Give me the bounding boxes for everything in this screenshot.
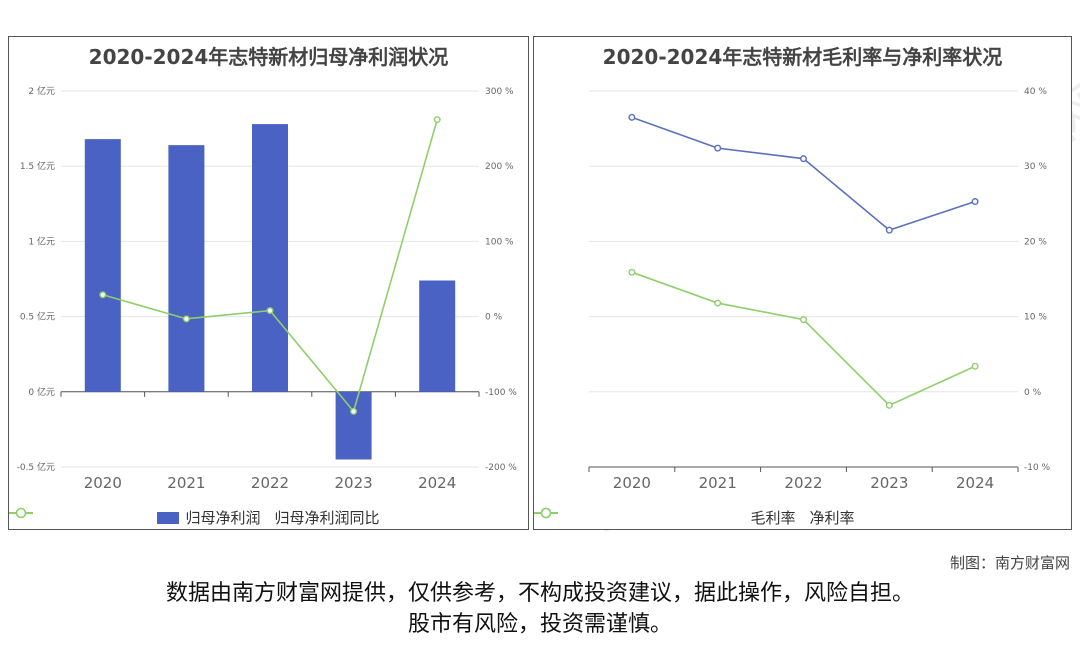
point-net-margin [800, 316, 808, 324]
y-left-tick-label: 0 亿元 [28, 386, 55, 398]
line-gross-margin [631, 116, 976, 232]
disclaimer-line: 股市有风险，投资需谨慎。 [407, 612, 672, 637]
margin-chart: -10 % 0 % 10 % 20 % 30 % 40 % 2020 2021 2022 2023… [588, 87, 1051, 492]
legend-label: 归母净利润 [185, 509, 261, 527]
x-tick-label: 2021 [699, 474, 737, 492]
y-tick-label: 20 % [1024, 237, 1047, 247]
y-left-tick-label: 2 亿元 [28, 85, 55, 97]
point-net-profit-yoy [266, 307, 274, 315]
line-marker-icon [9, 507, 33, 519]
net-profit-chart: -0.5 亿元 0 亿元 0.5 亿元 1 亿元 1.5 亿元 2 亿元 -200 % -10… [17, 85, 518, 492]
legend-label: 净利率 [809, 509, 855, 527]
chart-credit: 制图：南方财富网 [949, 554, 1070, 572]
point-net-margin [971, 362, 979, 370]
x-tick-label: 2020 [613, 474, 651, 492]
point-gross-margin [628, 113, 636, 121]
line-marker-icon [534, 507, 558, 519]
y-tick-label: 30 % [1024, 162, 1047, 172]
y-right-tick-label: 0 % [485, 313, 503, 323]
legend-label: 毛利率 [750, 509, 796, 527]
legend-item-net-margin[interactable]: 净利率 [534, 507, 855, 528]
x-tick-label: 2024 [956, 474, 994, 492]
x-tick-label: 2020 [84, 474, 122, 492]
point-gross-margin [800, 155, 808, 163]
point-net-profit-yoy [350, 407, 358, 415]
legend-item-net-profit[interactable]: 归母净利润 [157, 507, 261, 528]
line-net-margin [631, 271, 976, 407]
legend-item-gross-margin[interactable]: 毛利率 [534, 507, 796, 528]
x-tick-label: 2023 [870, 474, 908, 492]
point-net-profit-yoy [433, 116, 441, 124]
x-tick-label: 2022 [251, 474, 289, 492]
legend-label: 归母净利润同比 [274, 509, 380, 527]
chart-title: 2020-2024年志特新材归母净利润状况 [88, 45, 449, 69]
bar-net-profit [419, 280, 456, 392]
y-left-tick-label: 0.5 亿元 [20, 311, 55, 323]
chart-legend: 毛利率 净利率 [534, 507, 1071, 528]
point-net-profit-yoy [182, 315, 190, 323]
point-net-margin [628, 268, 636, 276]
bar-net-profit [335, 391, 372, 460]
y-tick-label: -10 % [1024, 463, 1051, 473]
bar-net-profit [168, 145, 205, 392]
bar-net-profit [252, 124, 288, 392]
bar-net-profit [84, 139, 121, 392]
point-net-margin [885, 401, 893, 409]
y-tick-label: 10 % [1024, 313, 1047, 323]
x-tick-label: 2021 [167, 474, 205, 492]
chart-title: 2020-2024年志特新材毛利率与净利率状况 [602, 45, 1003, 69]
disclaimer: 数据由南方财富网提供，仅供参考，不构成投资建议，据此操作，风险自担。 股市有风险… [0, 578, 1080, 640]
y-left-tick-label: 1 亿元 [28, 235, 55, 247]
point-net-margin [714, 299, 722, 307]
margin-chart-panel: -10 % 0 % 10 % 20 % 30 % 40 % 2020 2021 2022 2023… [533, 36, 1072, 530]
y-right-tick-label: 100 % [485, 237, 514, 247]
y-right-tick-label: 200 % [485, 162, 514, 172]
y-right-tick-label: -100 % [485, 388, 517, 398]
y-right-tick-label: -200 % [485, 463, 517, 473]
x-tick-label: 2022 [784, 474, 822, 492]
y-left-tick-label: -0.5 亿元 [17, 461, 55, 473]
net-profit-chart-panel: -0.5 亿元 0 亿元 0.5 亿元 1 亿元 1.5 亿元 2 亿元 -200 % -10… [8, 36, 529, 530]
point-gross-margin [885, 226, 893, 234]
point-net-profit-yoy [99, 291, 107, 299]
x-tick-label: 2023 [335, 474, 373, 492]
legend-item-net-profit-yoy[interactable]: 归母净利润同比 [9, 507, 380, 528]
y-tick-label: 0 % [1024, 388, 1042, 398]
chart-legend: 归母净利润 归母净利润同比 [9, 507, 528, 528]
bar-swatch-icon [157, 511, 180, 524]
disclaimer-line: 数据由南方财富网提供，仅供参考，不构成投资建议，据此操作，风险自担。 [165, 581, 914, 606]
point-gross-margin [971, 198, 979, 206]
y-right-tick-label: 300 % [485, 87, 514, 97]
y-tick-label: 40 % [1024, 87, 1047, 97]
y-left-tick-label: 1.5 亿元 [20, 160, 55, 172]
x-tick-label: 2024 [418, 474, 456, 492]
point-gross-margin [714, 144, 722, 152]
